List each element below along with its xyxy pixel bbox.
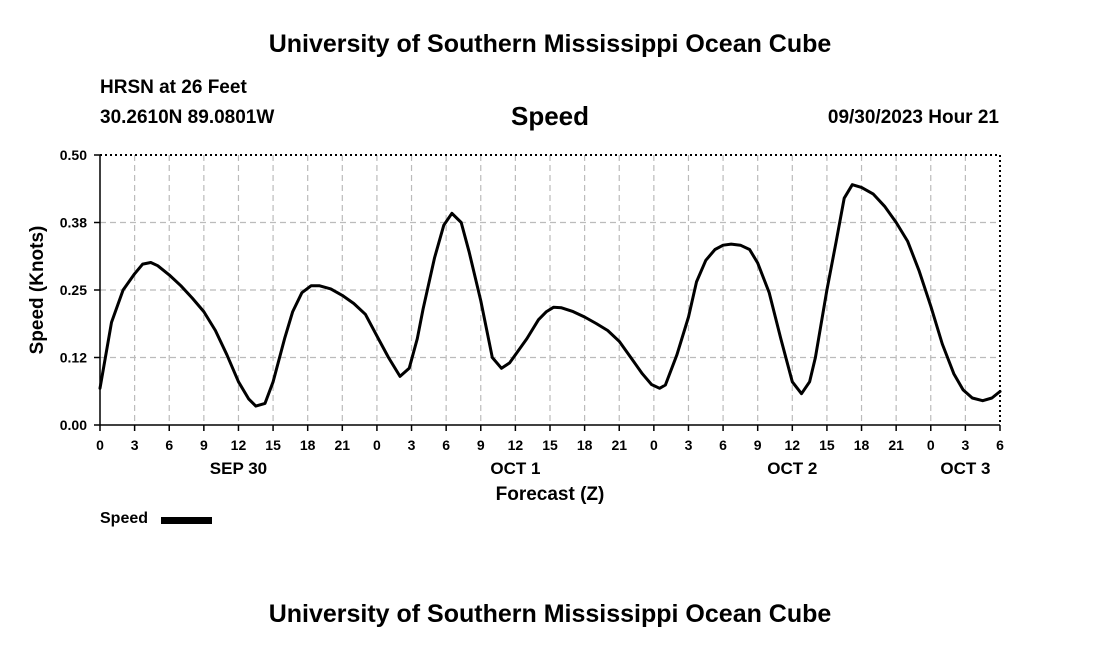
x-tick-label: 0 xyxy=(96,437,104,453)
speed-series-line xyxy=(98,183,1002,408)
coordinates-label: 30.2610N 89.0801W xyxy=(100,107,275,128)
x-tick-label: 15 xyxy=(265,437,281,453)
y-tick-label: 0.38 xyxy=(60,215,87,231)
page-title: University of Southern Mississippi Ocean… xyxy=(268,30,832,58)
day-label: OCT 3 xyxy=(940,459,990,478)
x-tick-label: 18 xyxy=(577,437,593,453)
day-label: OCT 1 xyxy=(490,459,540,478)
chart-title: Speed xyxy=(510,101,590,131)
x-tick-label: 3 xyxy=(685,437,693,453)
x-axis-label: Forecast (Z) xyxy=(496,484,605,505)
x-tick-label: 18 xyxy=(300,437,316,453)
y-axis-label: Speed (Knots) xyxy=(27,226,48,355)
x-tick-label: 15 xyxy=(819,437,835,453)
day-label: SEP 30 xyxy=(210,459,267,478)
x-tick-label: 0 xyxy=(927,437,935,453)
legend-label: Speed xyxy=(100,510,149,527)
x-tick-label: 6 xyxy=(442,437,450,453)
x-tick-label: 9 xyxy=(477,437,485,453)
x-tick-label: 9 xyxy=(754,437,762,453)
x-tick-label: 3 xyxy=(408,437,416,453)
x-tick-label: 12 xyxy=(508,437,524,453)
x-tick-label: 3 xyxy=(961,437,969,453)
x-tick-label: 12 xyxy=(231,437,247,453)
station-label: HRSN at 26 Feet xyxy=(100,77,247,98)
footer-title: University of Southern Mississippi Ocean… xyxy=(268,600,832,628)
x-tick-label: 9 xyxy=(200,437,208,453)
x-tick-label: 6 xyxy=(996,437,1004,453)
x-tick-label: 6 xyxy=(719,437,727,453)
x-tick-label: 0 xyxy=(650,437,658,453)
x-tick-label: 0 xyxy=(373,437,381,453)
day-label: OCT 2 xyxy=(767,459,817,478)
y-tick-label: 0.00 xyxy=(60,417,87,433)
x-tick-label: 21 xyxy=(888,437,904,453)
y-tick-label: 0.50 xyxy=(60,147,87,163)
legend-swatch xyxy=(161,517,212,524)
datetime-label: 09/30/2023 Hour 21 xyxy=(827,107,999,128)
x-tick-label: 6 xyxy=(165,437,173,453)
x-tick-label: 18 xyxy=(854,437,870,453)
x-tick-label: 3 xyxy=(131,437,139,453)
x-tick-label: 21 xyxy=(611,437,627,453)
x-tick-label: 12 xyxy=(785,437,801,453)
x-tick-label: 15 xyxy=(542,437,558,453)
x-tick-label: 21 xyxy=(335,437,351,453)
y-tick-label: 0.25 xyxy=(60,282,87,298)
y-tick-label: 0.12 xyxy=(60,350,87,366)
